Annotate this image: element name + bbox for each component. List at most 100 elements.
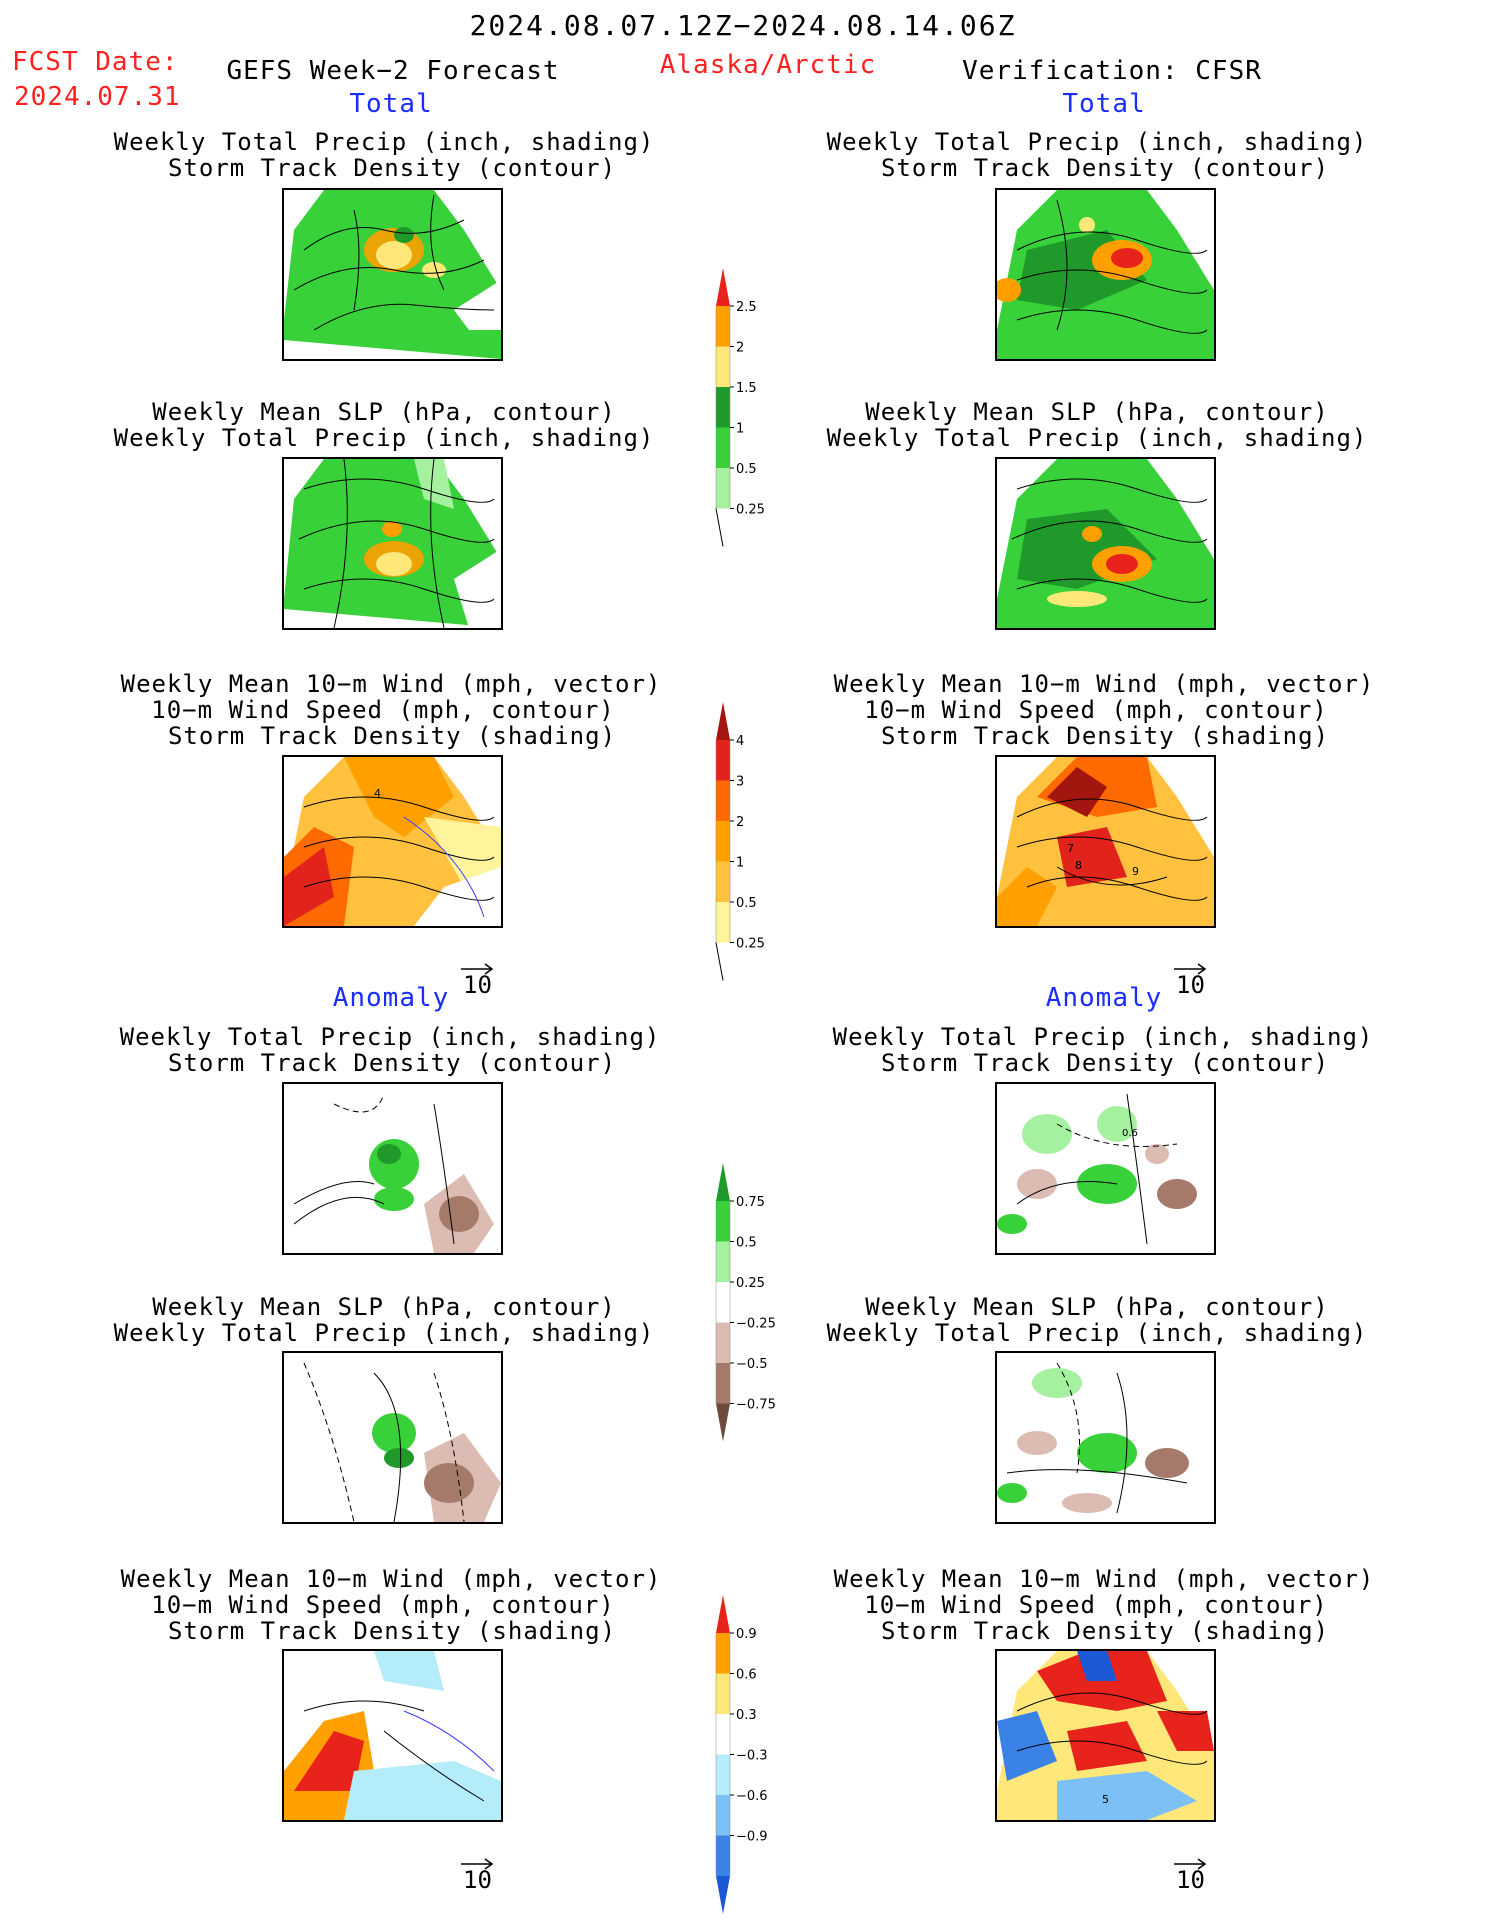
- colorbar-precip-anomaly: 0.75 0.5 0.25 −0.25 −0.5 −0.75: [715, 1163, 795, 1457]
- storm_anom-colorbar-segment: [716, 1633, 730, 1674]
- caption-l2-line2: Weekly Total Precip (inch, shading): [113, 424, 655, 452]
- storm_total-colorbar-segment: [716, 902, 730, 943]
- storm_total-tick-label: 0.5: [736, 896, 757, 911]
- caption-l4-line1: Weekly Total Precip (inch, shading): [119, 1023, 661, 1051]
- precip_total-colorbar-segment: [716, 387, 730, 428]
- storm_anom-tick-label: 0.9: [736, 1627, 757, 1642]
- precip_total-tick-label: 1.5: [736, 381, 757, 396]
- fcst-date-value: 2024.07.31: [14, 82, 181, 112]
- storm_total-tick-label: 1: [736, 856, 744, 871]
- precip_anom-colorbar-segment: [716, 1322, 730, 1363]
- storm_total-tick-label: 0.25: [736, 937, 765, 952]
- wind-contour-label: 5: [1102, 1793, 1109, 1806]
- storm_total-colorbar-top: [716, 702, 730, 740]
- caption-r3-line1: Weekly Mean 10−m Wind (mph, vector): [833, 670, 1375, 698]
- precip_total-tick-label: 2: [736, 341, 744, 356]
- section-total-left: Total: [349, 89, 433, 119]
- caption-l1-line2: Storm Track Density (contour): [167, 154, 617, 182]
- precip_anom-colorbar-segment: [716, 1241, 730, 1282]
- storm_anom-tick-label: −0.6: [736, 1789, 768, 1804]
- map-forecast-total-precip-storm: [282, 188, 503, 361]
- vector-ref-l3-label: 10: [463, 971, 492, 999]
- storm_total-colorbar-segment: [716, 740, 730, 781]
- vector-ref-l3: 10: [461, 953, 495, 999]
- storm_total-tick-label: 3: [736, 775, 744, 790]
- map-verification-total-wind-storm: 7 8 9: [995, 755, 1216, 928]
- precip_total-colorbar-segment: [716, 468, 730, 509]
- vector-ref-r6: 10: [1174, 1848, 1208, 1894]
- colorbar-storm-anomaly: 0.9 0.6 0.3 −0.3 −0.6 −0.9: [715, 1595, 795, 1914]
- storm_anom-colorbar-segment: [716, 1835, 730, 1876]
- precip_anom-tick-label: −0.75: [736, 1398, 776, 1413]
- wind-contour-label: 8: [1075, 859, 1082, 872]
- caption-r3-line3: Storm Track Density (shading): [880, 722, 1330, 750]
- caption-l6-line1: Weekly Mean 10−m Wind (mph, vector): [120, 1565, 662, 1593]
- precip_total-tick-label: 0.5: [736, 462, 757, 477]
- caption-r4-line2: Storm Track Density (contour): [880, 1049, 1330, 1077]
- precip_anom-colorbar-top: [716, 1163, 730, 1201]
- caption-l1-line1: Weekly Total Precip (inch, shading): [113, 128, 655, 156]
- map-forecast-anomaly-precip-storm: [282, 1082, 503, 1255]
- wind-contour-label: 4: [374, 787, 381, 800]
- arrow-right-icon: [1174, 963, 1207, 975]
- wind-contour-label: 9: [1132, 865, 1139, 878]
- storm_anom-tick-label: −0.9: [736, 1830, 768, 1845]
- vector-ref-r6-label: 10: [1176, 1866, 1205, 1894]
- caption-r1-line2: Storm Track Density (contour): [880, 154, 1330, 182]
- storm_anom-tick-label: 0.6: [736, 1668, 757, 1683]
- anomaly-contour-label: 0.6: [1122, 1128, 1138, 1139]
- caption-l3-line1: Weekly Mean 10−m Wind (mph, vector): [120, 670, 662, 698]
- precip_anom-tick-label: −0.25: [736, 1317, 776, 1332]
- section-anomaly-left: Anomaly: [332, 983, 450, 1013]
- model-title: GEFS Week−2 Forecast: [226, 56, 560, 86]
- map-forecast-anomaly-slp-precip: [282, 1351, 503, 1524]
- precip_anom-tick-label: 0.25: [736, 1276, 765, 1291]
- map-forecast-total-slp-precip: [282, 457, 503, 630]
- storm_anom-colorbar-segment: [716, 1714, 730, 1755]
- caption-l4-line2: Storm Track Density (contour): [167, 1049, 617, 1077]
- colorbar-precip-total: 2.5 2 1.5 1 0.5 0.25: [715, 268, 795, 562]
- storm_total-tick-label: 4: [736, 734, 744, 749]
- vector-ref-r3: 10: [1174, 953, 1208, 999]
- precip_anom-tick-label: 0.75: [736, 1195, 765, 1210]
- caption-r5-line1: Weekly Mean SLP (hPa, contour): [865, 1293, 1329, 1321]
- storm_anom-colorbar-segment: [716, 1754, 730, 1795]
- colorbar-storm-total: 4 3 2 1 0.5 0.25: [715, 702, 795, 996]
- storm_anom-colorbar-segment: [716, 1795, 730, 1836]
- storm_total-tick-label: 2: [736, 815, 744, 830]
- vector-ref-l6-label: 10: [463, 1866, 492, 1894]
- caption-r1-line1: Weekly Total Precip (inch, shading): [826, 128, 1368, 156]
- vector-ref-l6: 10: [461, 1848, 495, 1894]
- storm_anom-colorbar-top: [716, 1595, 730, 1633]
- caption-l2-line1: Weekly Mean SLP (hPa, contour): [152, 398, 616, 426]
- caption-l6-line3: Storm Track Density (shading): [167, 1617, 617, 1645]
- map-verification-total-slp-precip: [995, 457, 1216, 630]
- arrow-right-icon: [461, 963, 494, 975]
- precip_total-colorbar-segment: [716, 427, 730, 468]
- vector-ref-r3-label: 10: [1176, 971, 1205, 999]
- wind-contour-label: 7: [1067, 842, 1074, 855]
- arrow-right-icon: [461, 1858, 494, 1870]
- map-verification-anomaly-slp-precip: [995, 1351, 1216, 1524]
- storm_total-colorbar-segment: [716, 861, 730, 902]
- caption-l3-line2: 10−m Wind Speed (mph, contour): [151, 696, 615, 724]
- precip_total-colorbar-segment: [716, 306, 730, 347]
- storm_anom-colorbar-bottom: [716, 1876, 730, 1914]
- precip_anom-colorbar-segment: [716, 1363, 730, 1404]
- precip_anom-tick-label: 0.5: [736, 1236, 757, 1251]
- verification-title: Verification: CFSR: [962, 56, 1262, 86]
- caption-r6-line2: 10−m Wind Speed (mph, contour): [864, 1591, 1328, 1619]
- storm_total-colorbar-segment: [716, 821, 730, 862]
- precip_anom-tick-label: −0.5: [736, 1357, 768, 1372]
- precip_total-tick-label: 2.5: [736, 300, 757, 315]
- caption-r4-line1: Weekly Total Precip (inch, shading): [832, 1023, 1374, 1051]
- map-forecast-total-wind-storm: 4: [282, 755, 503, 928]
- caption-r2-line1: Weekly Mean SLP (hPa, contour): [865, 398, 1329, 426]
- precip_total-colorbar-bottom: [715, 508, 724, 547]
- storm_total-colorbar-segment: [716, 780, 730, 821]
- caption-l6-line2: 10−m Wind Speed (mph, contour): [151, 1591, 615, 1619]
- section-total-right: Total: [1062, 89, 1146, 119]
- precip_total-tick-label: 0.25: [736, 503, 765, 518]
- map-verification-total-precip-storm: [995, 188, 1216, 361]
- storm_anom-tick-label: −0.3: [736, 1749, 768, 1764]
